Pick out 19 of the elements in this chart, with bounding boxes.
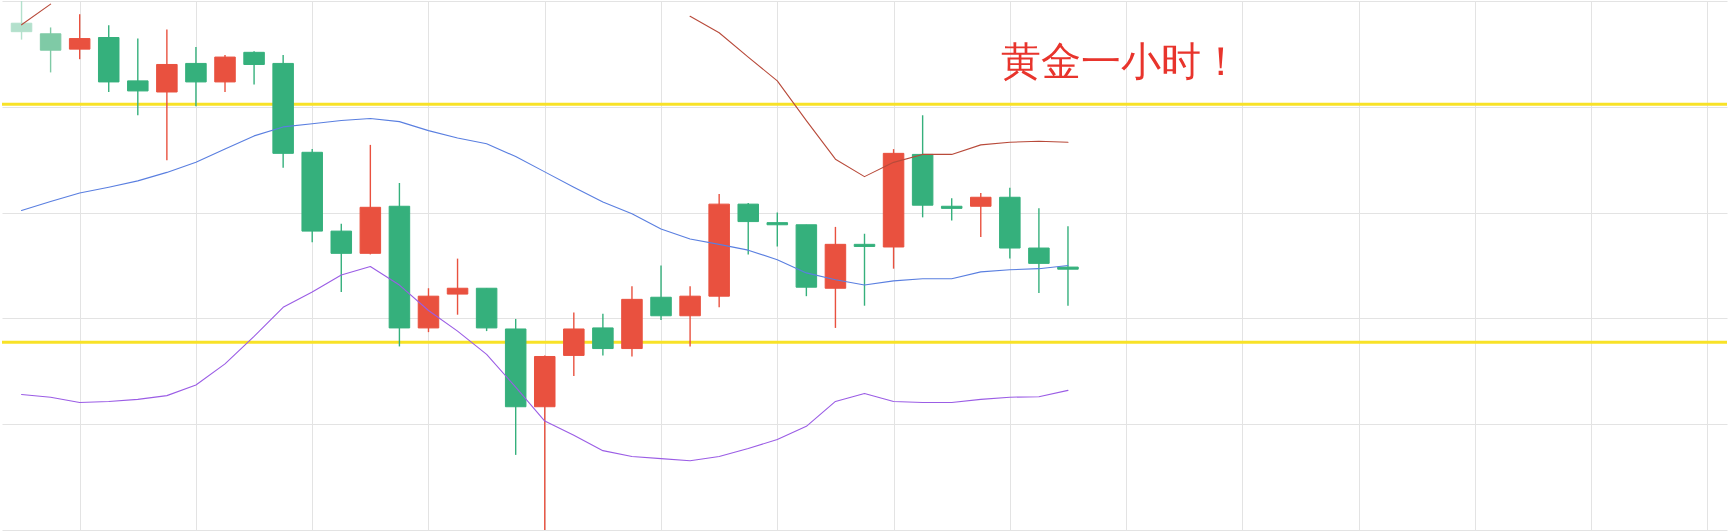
candlestick [737, 202, 759, 256]
candlestick [10, 0, 33, 41]
candlestick [592, 312, 614, 357]
candlestick [650, 264, 672, 321]
candlestick [766, 211, 789, 248]
candlestick [940, 197, 963, 222]
annotation: 黄金一小时！ [1001, 38, 1242, 84]
candlestick [39, 26, 62, 74]
candlestick [446, 257, 469, 316]
candlestick [853, 233, 876, 307]
candlestick [68, 13, 91, 60]
candlestick [970, 192, 992, 238]
candlestick [127, 37, 149, 116]
candlestick [330, 223, 353, 293]
candlestick [1057, 225, 1079, 307]
candlestick [185, 46, 207, 107]
candlestick [243, 50, 265, 86]
candlestick [679, 285, 701, 348]
candlestick [1028, 207, 1050, 294]
